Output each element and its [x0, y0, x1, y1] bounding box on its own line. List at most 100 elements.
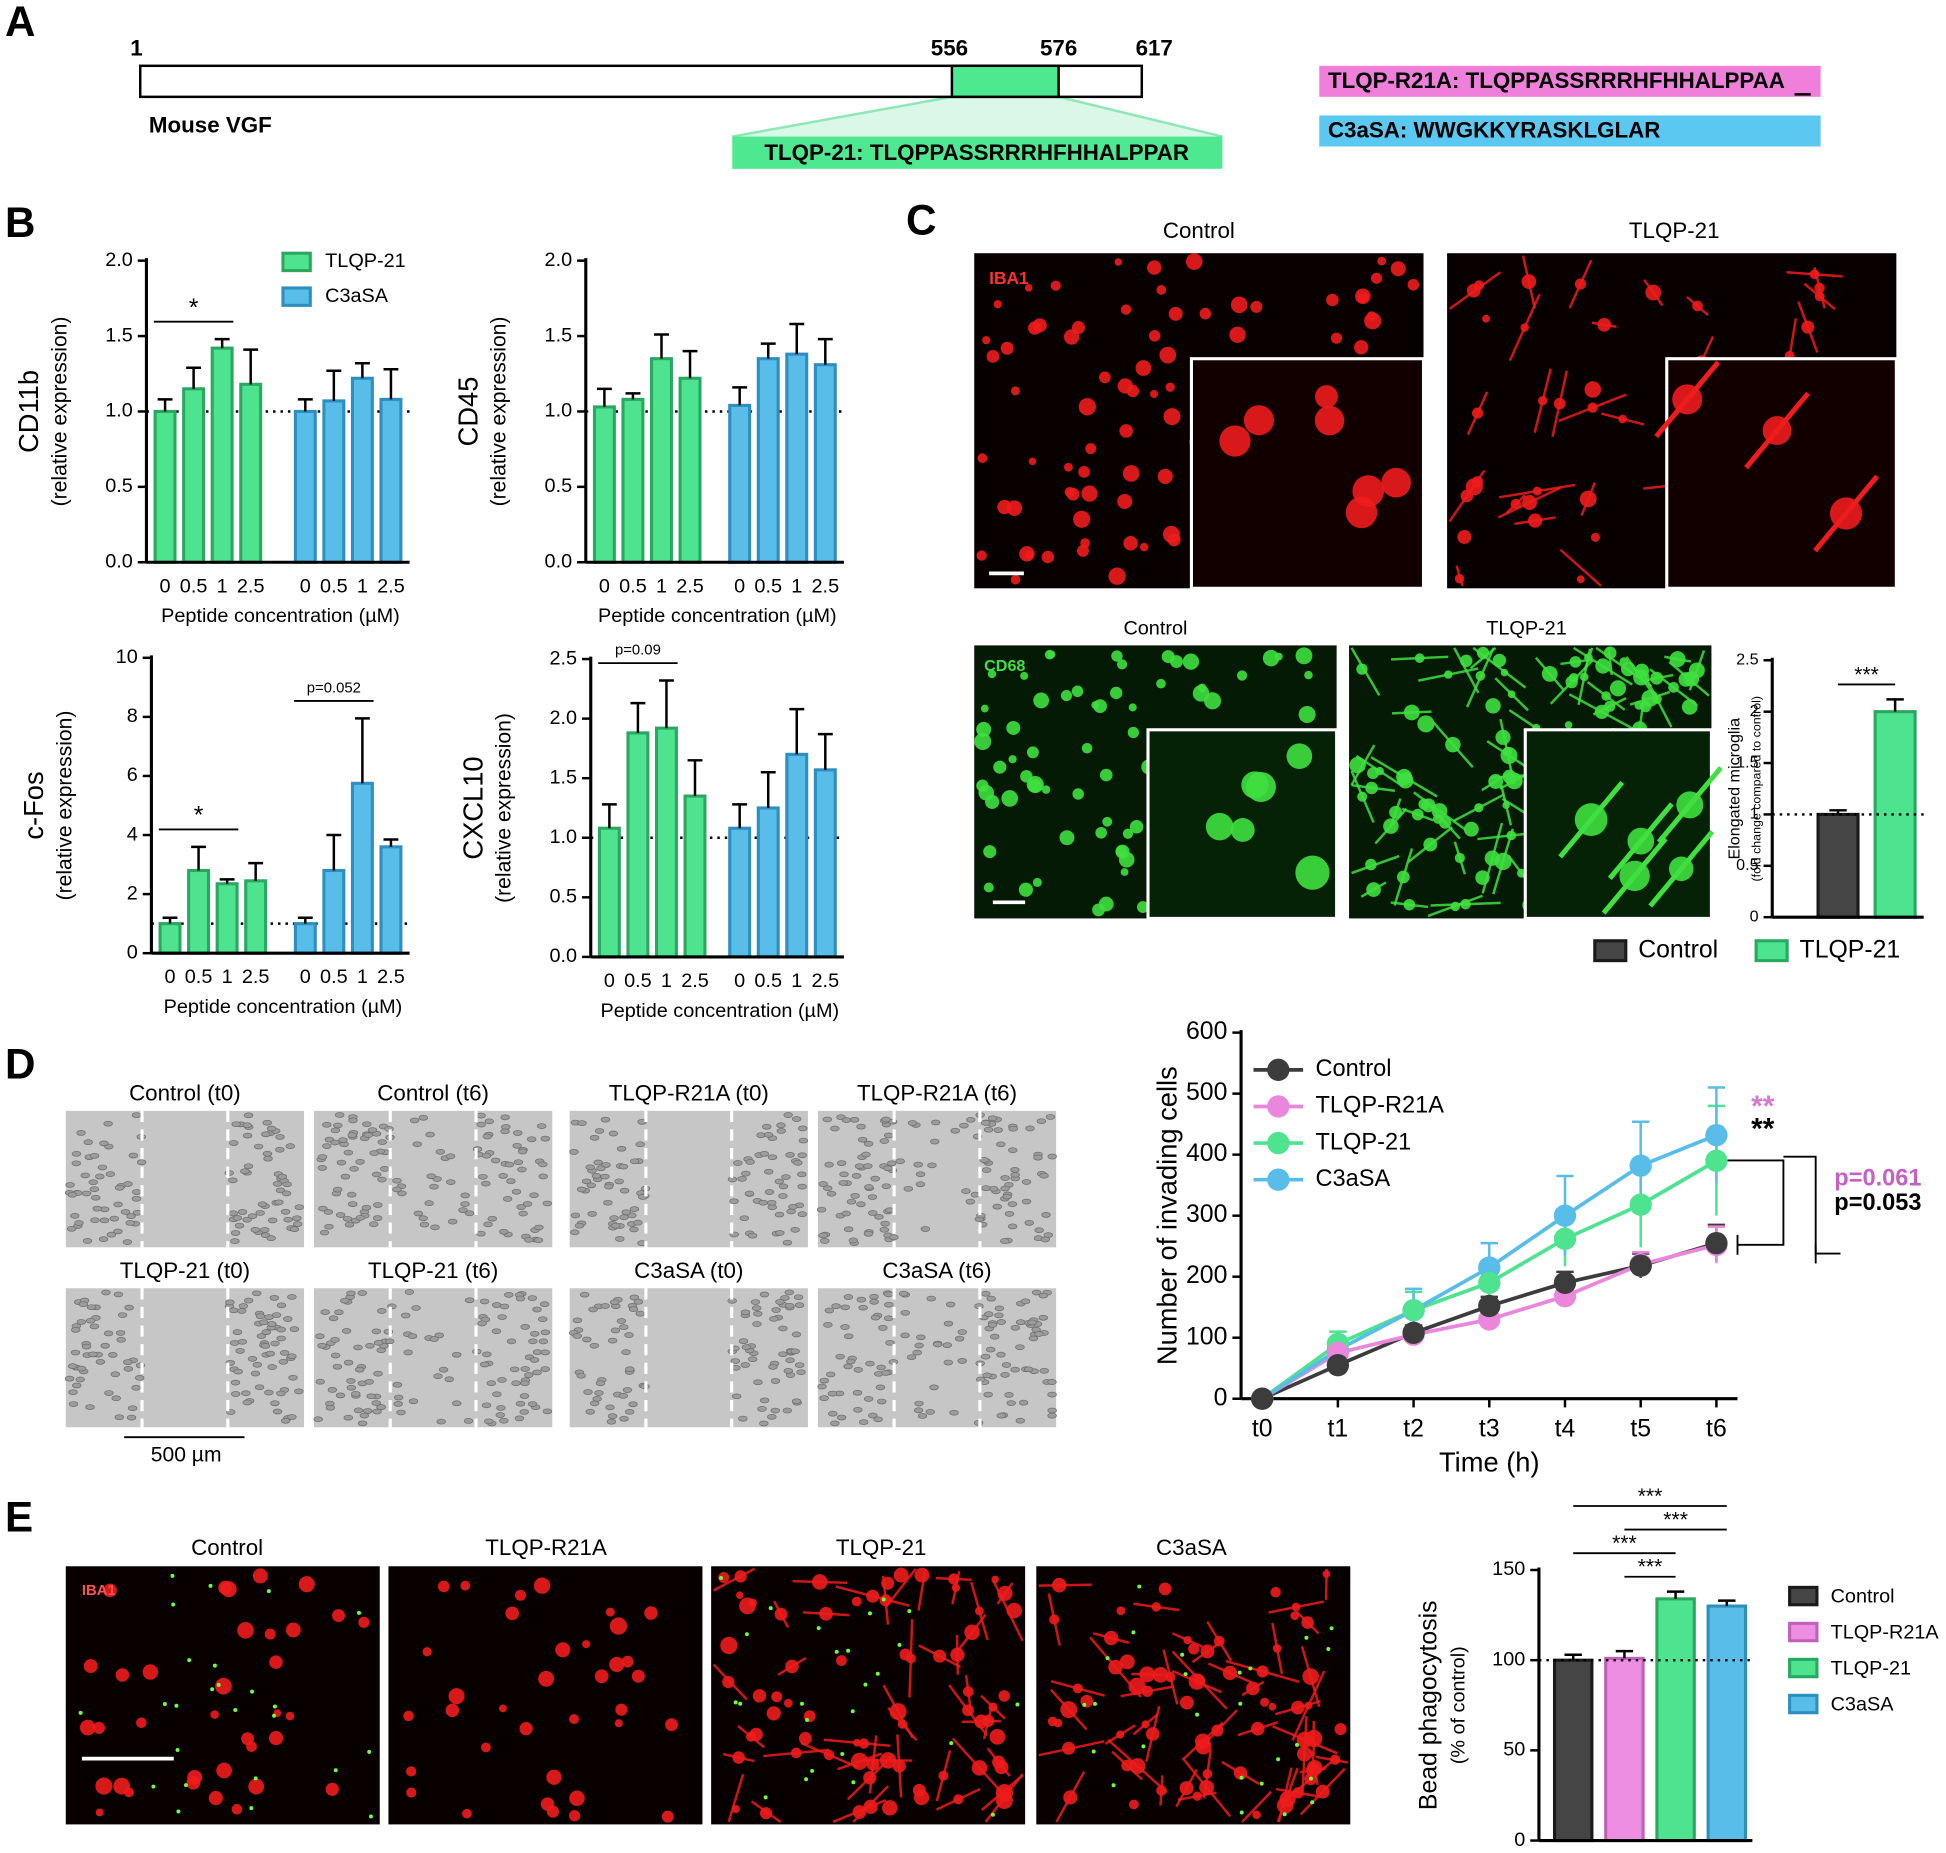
cell — [266, 1125, 277, 1132]
cell — [962, 1686, 974, 1697]
cell — [262, 1119, 272, 1126]
cell — [131, 1384, 141, 1391]
x-tick-label: 0.5 — [180, 575, 208, 597]
legend-label: Control — [1316, 1055, 1392, 1081]
cell — [1390, 261, 1406, 277]
cell — [767, 1154, 778, 1161]
cell — [287, 1353, 297, 1360]
bead — [1131, 1630, 1136, 1635]
cell — [774, 1607, 788, 1621]
bead — [1309, 1776, 1313, 1781]
cell — [863, 1771, 877, 1785]
cell — [783, 1698, 793, 1708]
cell — [346, 1290, 356, 1297]
cell — [975, 1376, 986, 1383]
cell — [436, 1418, 446, 1425]
bead — [357, 1610, 361, 1615]
cell — [122, 1239, 133, 1245]
cell — [1229, 326, 1246, 343]
cell — [261, 1329, 271, 1335]
cell — [868, 1412, 878, 1419]
cell — [343, 1414, 354, 1421]
cell — [285, 1711, 295, 1721]
y-tick-label: 200 — [1186, 1262, 1227, 1289]
cell — [589, 1134, 600, 1141]
y-axis-note: (relative expression) — [48, 317, 71, 507]
cell — [1304, 670, 1313, 680]
cell — [930, 1138, 940, 1145]
micrograph — [65, 1566, 380, 1825]
image-header: TLQP-R21A (t6) — [857, 1081, 1017, 1106]
cell — [248, 1778, 265, 1795]
cell — [1475, 671, 1486, 681]
cell — [131, 1112, 142, 1118]
cell-process — [727, 1773, 745, 1823]
cell — [881, 1116, 891, 1123]
cell — [95, 1777, 113, 1795]
cell — [1445, 736, 1461, 753]
cell — [266, 1235, 276, 1242]
cell — [753, 1310, 763, 1317]
bead — [272, 1704, 277, 1709]
cell — [775, 1299, 785, 1305]
cell — [260, 1227, 270, 1233]
cell — [1136, 901, 1149, 914]
cell — [272, 1408, 283, 1415]
error-bar — [817, 337, 833, 365]
cell — [515, 1295, 526, 1302]
cell — [1510, 498, 1522, 510]
cell — [252, 1361, 263, 1368]
cell — [853, 1366, 863, 1373]
cell — [881, 1576, 895, 1590]
cell — [771, 1691, 783, 1703]
cell — [841, 1117, 852, 1123]
y-tick-label: 300 — [1186, 1201, 1227, 1228]
legend-swatch — [1788, 1621, 1819, 1643]
bead — [897, 1642, 902, 1647]
cell — [83, 1659, 98, 1674]
bead — [175, 1747, 180, 1752]
cell — [371, 1400, 381, 1406]
x-axis-label: Peptide concentration (µM) — [164, 996, 403, 1018]
cell — [542, 1408, 553, 1415]
cell — [836, 1655, 847, 1666]
cell — [343, 1149, 354, 1156]
cell — [482, 1133, 493, 1140]
cell — [914, 1567, 930, 1583]
bead — [1248, 1666, 1253, 1671]
cell — [977, 453, 988, 464]
cell — [492, 1391, 502, 1398]
inset — [1523, 728, 1723, 920]
cell — [858, 1304, 868, 1311]
cell — [377, 1308, 387, 1314]
cell — [241, 1390, 251, 1397]
cell — [1188, 1673, 1206, 1690]
cell — [1627, 827, 1655, 855]
cell — [279, 1350, 290, 1356]
error-bar — [383, 367, 399, 400]
cell — [609, 1617, 628, 1635]
cell — [79, 1719, 96, 1736]
micrograph — [711, 1566, 1026, 1825]
cell — [285, 1143, 296, 1150]
cell — [425, 1131, 435, 1138]
cell — [362, 1121, 372, 1128]
cell — [1194, 1733, 1211, 1749]
cell — [429, 1336, 439, 1342]
cell — [826, 1190, 837, 1197]
error-bar — [625, 392, 641, 400]
cell — [863, 1396, 874, 1402]
cell — [987, 1115, 998, 1122]
bar — [293, 922, 317, 955]
cell — [1322, 1570, 1331, 1578]
point — [1629, 1254, 1652, 1277]
error-bar — [1829, 809, 1847, 815]
cell — [78, 1301, 89, 1308]
cell — [404, 1289, 415, 1295]
cell — [364, 1378, 374, 1385]
cell — [70, 1349, 81, 1356]
cell — [898, 1290, 909, 1297]
cell — [418, 1215, 428, 1222]
cell — [1472, 407, 1484, 419]
cell — [320, 1309, 330, 1315]
